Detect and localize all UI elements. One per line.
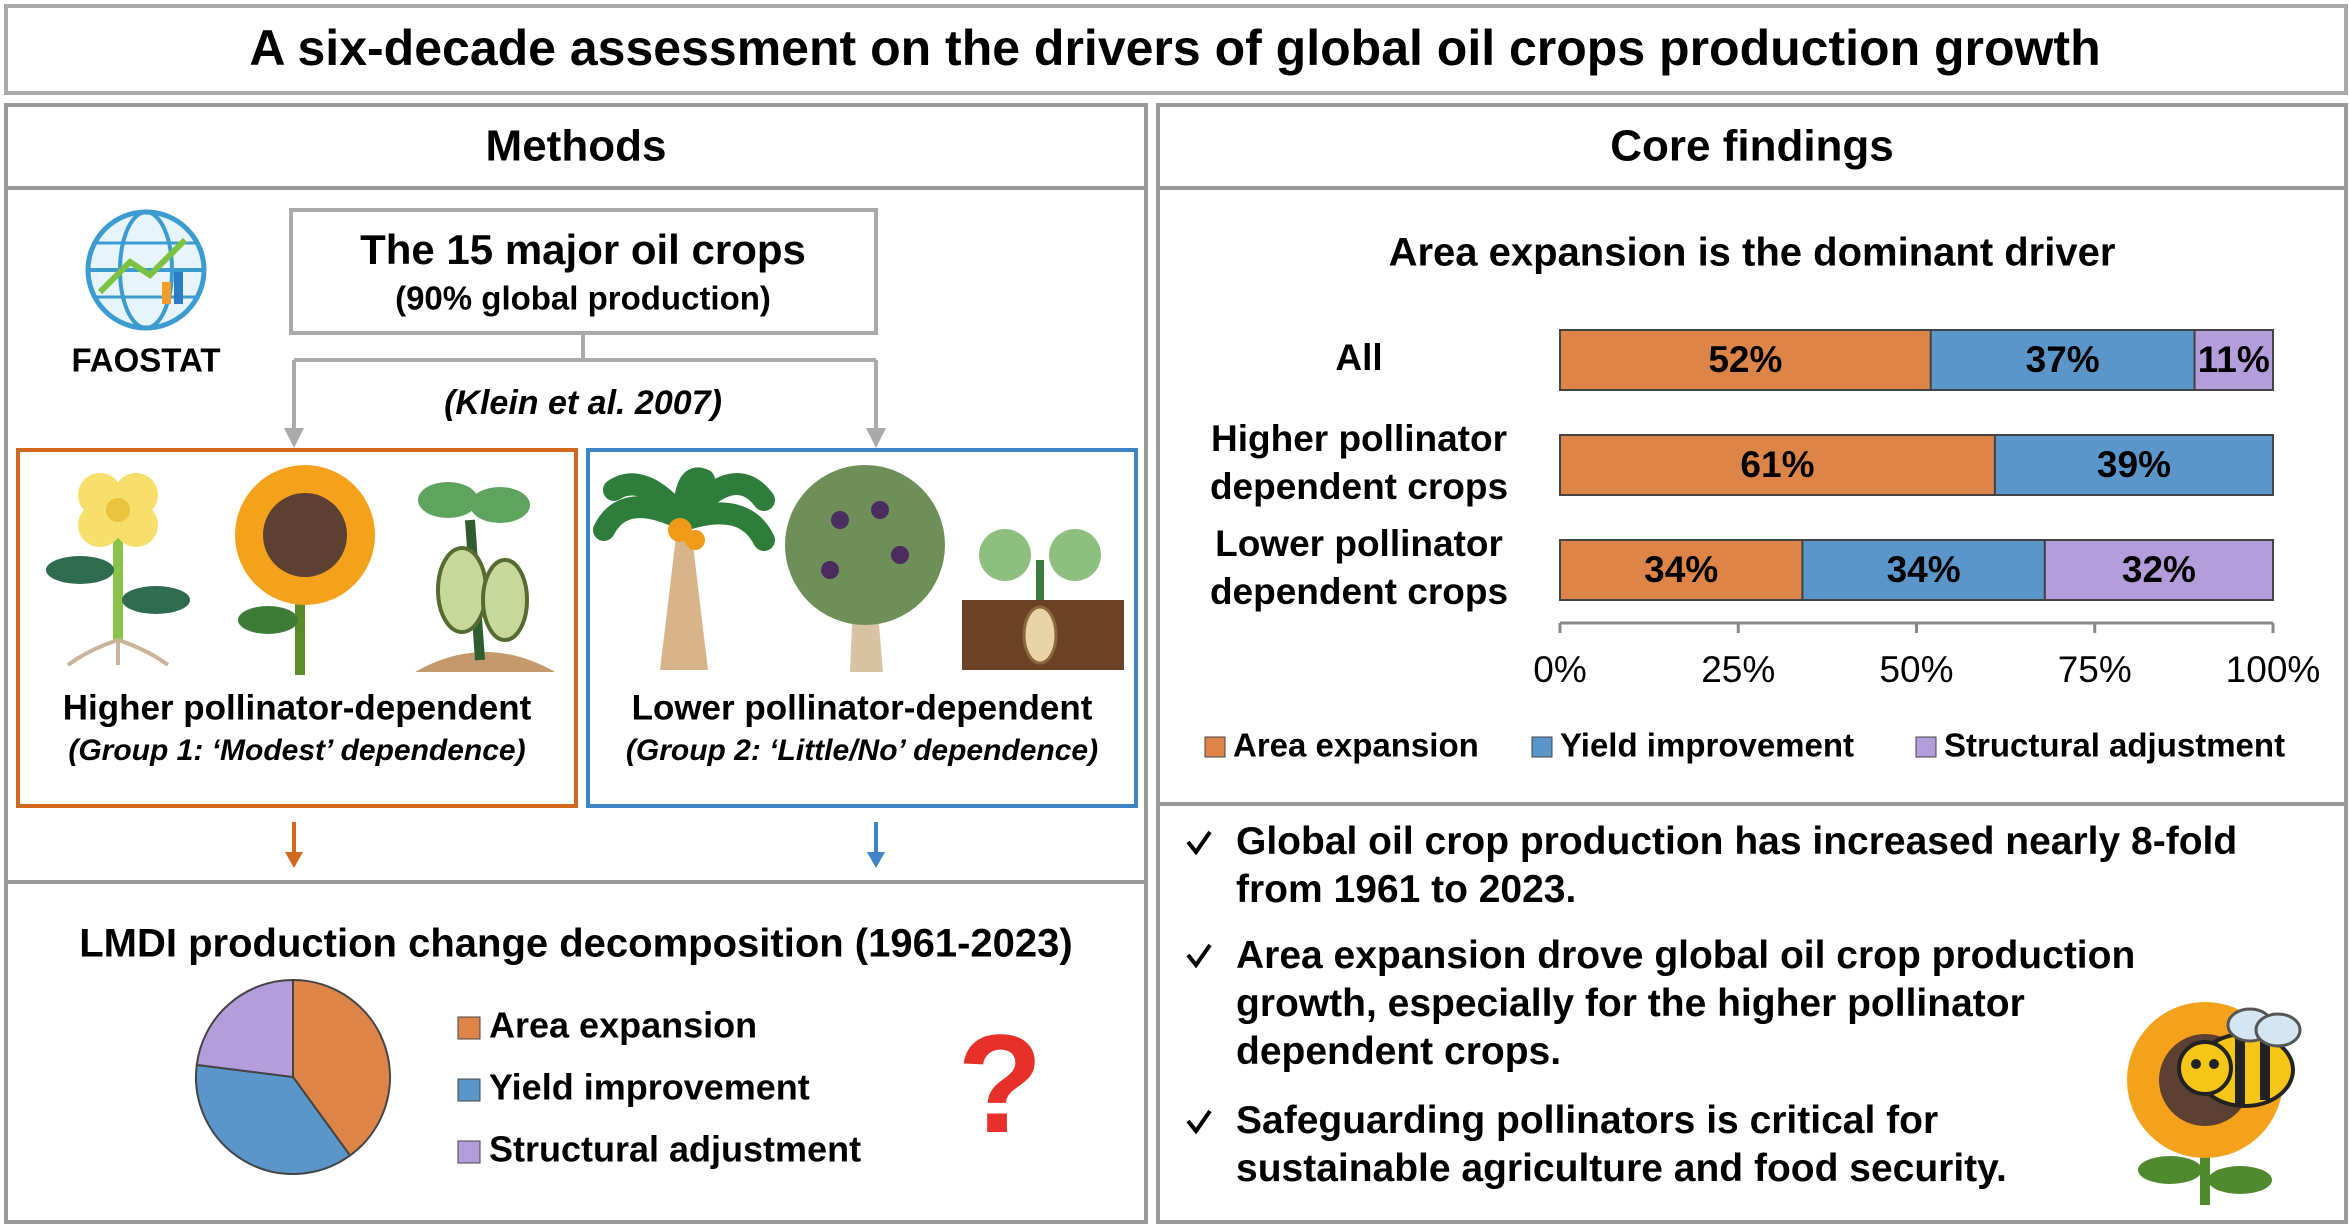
category-line: dependent crops xyxy=(1210,571,1508,612)
legend-label: Area expansion xyxy=(1233,727,1479,764)
value-label: 52% xyxy=(1708,339,1782,380)
value-label: 32% xyxy=(2122,549,2196,590)
category-line: Lower pollinator xyxy=(1215,523,1503,564)
group-note: (Group 1: ‘Modest’ dependence) xyxy=(68,734,525,767)
chart-title: LMDI production change decomposition (19… xyxy=(79,922,1072,966)
category-label: Lower pollinator dependent crops xyxy=(1210,523,1508,612)
citation: (Klein et al. 2007) xyxy=(444,384,722,422)
x-tick-label: 25% xyxy=(1701,649,1775,690)
category-label: All xyxy=(1335,337,1382,378)
legend-swatch xyxy=(457,1140,481,1164)
olive-illustration xyxy=(785,465,945,672)
legend-label: Yield improvement xyxy=(1560,727,1854,764)
finding: Global oil crop production has increased… xyxy=(1236,820,2238,911)
group-label: Higher pollinator-dependent xyxy=(63,688,532,727)
legend-swatch xyxy=(1531,736,1553,758)
bee-illustration xyxy=(2127,1002,2302,1205)
category-line: Higher pollinator xyxy=(1211,418,1507,459)
legend-swatch xyxy=(1915,736,1937,758)
bar-segment xyxy=(1929,329,2196,391)
bar-segment xyxy=(2043,539,2274,601)
legend-label: Yield improvement xyxy=(489,1067,810,1108)
x-tick-label: 75% xyxy=(2058,649,2132,690)
legend-swatch xyxy=(1204,736,1226,758)
peanut-illustration xyxy=(962,529,1124,670)
finding: Safeguarding pollinators is critical for… xyxy=(1236,1099,2007,1190)
pie-slice xyxy=(195,978,294,1079)
category-label: Higher pollinator dependent crops xyxy=(1210,418,1508,507)
crops-title: The 15 major oil crops xyxy=(360,226,806,273)
findings-panel xyxy=(1156,103,2348,1224)
legend-swatch xyxy=(457,1016,481,1040)
chart-title: Area expansion is the dominant driver xyxy=(1389,231,2116,275)
methods-panel xyxy=(4,103,1148,1224)
value-label: 34% xyxy=(1887,549,1961,590)
value-label: 11% xyxy=(2198,339,2270,380)
group-note: (Group 2: ‘Little/No’ dependence) xyxy=(626,734,1098,767)
checkmark xyxy=(1186,830,1212,856)
rapeseed-illustration xyxy=(46,473,190,667)
checkmark xyxy=(1186,943,1212,969)
pie-slice xyxy=(292,978,391,1157)
crops-box xyxy=(289,208,878,335)
arrow xyxy=(284,428,304,448)
value-label: 61% xyxy=(1740,444,1814,485)
category-line: dependent crops xyxy=(1210,466,1508,507)
connector xyxy=(292,333,878,432)
bar-segment xyxy=(1559,539,1804,601)
value-label: 39% xyxy=(2097,444,2171,485)
value-label: 37% xyxy=(2026,339,2100,380)
arrow xyxy=(285,852,303,868)
bar-segment xyxy=(1559,329,1932,391)
bar-segment xyxy=(2193,329,2275,391)
legend-label: Structural adjustment xyxy=(1944,727,2285,764)
sunflower-illustration xyxy=(235,465,375,675)
bar-segment xyxy=(1993,434,2275,496)
question-mark: ? xyxy=(957,1005,1043,1162)
source-label: FAOSTAT xyxy=(71,342,220,379)
findings-heading: Core findings xyxy=(1610,122,1894,171)
soybean-illustration xyxy=(415,482,555,672)
main-title: A six-decade assessment on the drivers o… xyxy=(249,20,2100,76)
bar-segment xyxy=(1559,434,1996,496)
x-tick-label: 0% xyxy=(1533,649,1586,690)
arrow xyxy=(866,428,886,448)
legend-label: Area expansion xyxy=(489,1005,757,1046)
crops-subtitle: (90% global production) xyxy=(395,280,771,317)
title-box xyxy=(4,4,2348,95)
checkmark xyxy=(1186,1109,1212,1135)
finding: Area expansion drove global oil crop pro… xyxy=(1236,934,2136,1073)
x-tick-label: 50% xyxy=(1879,649,1953,690)
methods-heading: Methods xyxy=(486,122,667,171)
pie-slice xyxy=(195,1063,352,1175)
x-tick-label: 100% xyxy=(2226,649,2321,690)
legend-swatch xyxy=(457,1078,481,1102)
oil-palm-illustration xyxy=(593,467,775,670)
value-label: 34% xyxy=(1644,549,1718,590)
group-label: Lower pollinator-dependent xyxy=(632,688,1093,727)
legend-label: Structural adjustment xyxy=(489,1129,861,1170)
faostat-icon xyxy=(85,209,207,331)
arrow xyxy=(867,852,885,868)
